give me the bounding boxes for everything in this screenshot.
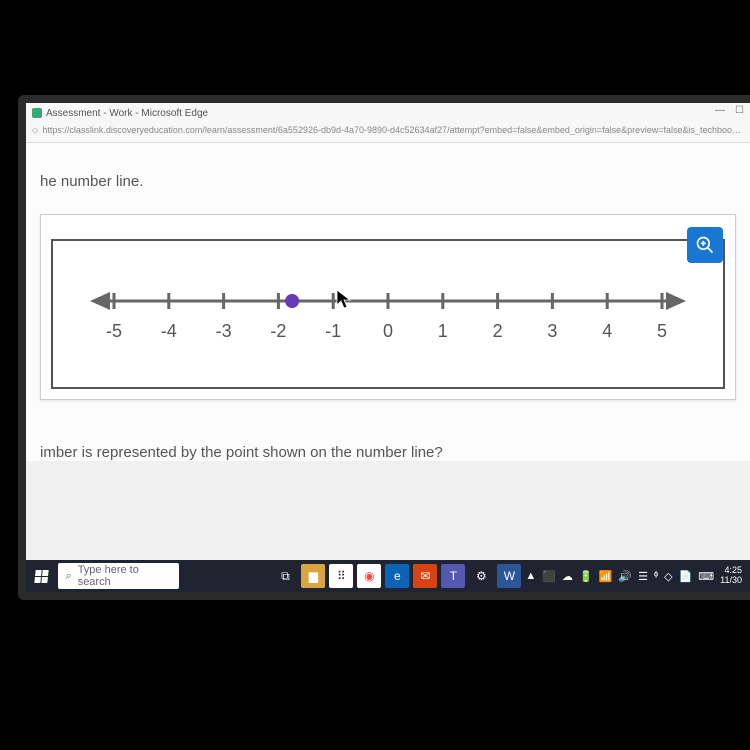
svg-text:5: 5 [657,321,667,341]
tray-icon-9[interactable]: 📄 [679,570,693,583]
svg-text:4: 4 [602,321,612,341]
taskbar: ⌕ Type here to search ⧉▆⠿◉e✉T⚙W ▲ ⬛ ☁ 🔋 📶 🔊 ☰ ᶲ… [26,560,750,592]
figure-container: -5 -4 -3 -2 -1 0 1 2 3 4 5 [40,214,736,400]
number-line-figure: -5 -4 -3 -2 -1 0 1 2 3 4 5 [51,239,725,389]
tray-icon-6[interactable]: ☰ [638,570,648,583]
svg-text:2: 2 [493,321,503,341]
tab-favicon [32,108,42,118]
address-bar[interactable]: https://classlink.discoveryeducation.com… [42,125,744,135]
mail-taskbar-icon[interactable]: ✉ [413,564,437,588]
tray-icon-8[interactable]: ◇ [664,570,672,583]
minimize-button[interactable]: — [715,105,725,116]
assessment-content: he number line. -5 -4 -3 -2 -1 0 1 2 3 4 5 [26,143,750,461]
tray-icon-2[interactable]: ☁ [562,570,573,583]
zoom-in-button[interactable] [687,227,723,263]
calendar-taskbar-icon[interactable]: ⠿ [329,564,353,588]
svg-text:1: 1 [438,321,448,341]
padlock-icon: ⬦ [32,125,38,136]
chrome-taskbar-icon[interactable]: ◉ [357,564,381,588]
task-view-taskbar-icon[interactable]: ⧉ [273,564,297,588]
prompt-text-bottom: imber is represented by the point shown … [26,400,750,461]
tray-icon-4[interactable]: 📶 [599,570,613,583]
search-icon: ⌕ [66,570,72,583]
number-line-svg: -5 -4 -3 -2 -1 0 1 2 3 4 5 [73,271,703,351]
edge-taskbar-icon[interactable]: e [385,564,409,588]
svg-text:-5: -5 [106,321,122,341]
svg-text:-2: -2 [270,321,286,341]
prompt-text-top: he number line. [26,173,750,214]
windows-logo-icon [35,570,49,583]
maximize-button[interactable]: ☐ [735,105,744,116]
number-line-point [285,294,299,308]
tray-icon-1[interactable]: ⬛ [542,570,556,583]
start-button[interactable] [30,562,54,590]
file-explorer-taskbar-icon[interactable]: ▆ [301,564,325,588]
svg-text:3: 3 [547,321,557,341]
zoom-in-icon [695,235,715,255]
settings-taskbar-icon[interactable]: ⚙ [469,564,493,588]
tab-title: Assessment - Work - Microsoft Edge [46,108,208,119]
system-tray: ▲ ⬛ ☁ 🔋 📶 🔊 ☰ ᶲ ◇ 📄 ⌨ 4:2511/30 [525,566,746,586]
tray-icon-7[interactable]: ᶲ [654,570,658,582]
search-placeholder: Type here to search [78,564,172,588]
svg-text:-4: -4 [161,321,177,341]
svg-text:0: 0 [383,321,393,341]
svg-text:-3: -3 [216,321,232,341]
tray-icon-10[interactable]: ⌨ [698,570,714,583]
tray-icon-5[interactable]: 🔊 [618,570,632,583]
browser-chrome: Assessment - Work - Microsoft Edge ⬦ htt… [26,103,750,143]
word-taskbar-icon[interactable]: W [497,564,521,588]
svg-text:-1: -1 [325,321,341,341]
tray-icon-3[interactable]: 🔋 [579,570,593,583]
tray-icon-0[interactable]: ▲ [525,570,536,582]
taskbar-clock[interactable]: 4:2511/30 [720,566,742,586]
taskbar-search[interactable]: ⌕ Type here to search [58,563,180,589]
teams-taskbar-icon[interactable]: T [441,564,465,588]
taskbar-apps: ⧉▆⠿◉e✉T⚙W [273,564,521,588]
